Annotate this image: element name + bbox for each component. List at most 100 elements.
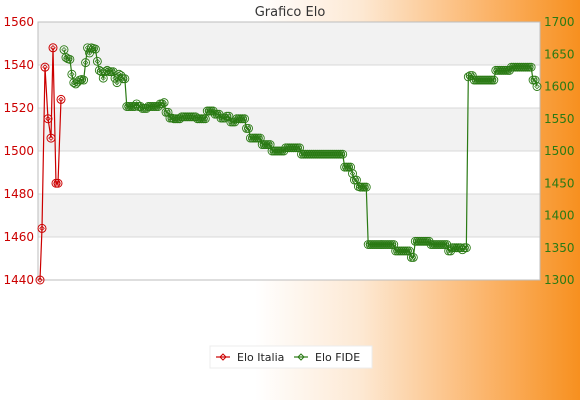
data-point-elo-italia: [35, 275, 45, 285]
data-marker-elo-fide: [206, 108, 212, 114]
data-marker-elo-italia: [37, 277, 43, 283]
data-marker-elo-fide: [434, 241, 440, 248]
data-marker-elo-fide: [477, 77, 483, 83]
data-marker-elo-fide: [485, 77, 491, 83]
data-marker-elo-fide: [504, 67, 511, 74]
data-marker-elo-fide: [224, 113, 230, 119]
data-marker-elo-fide: [340, 151, 346, 157]
data-point-elo-fide: [489, 75, 499, 85]
data-marker-elo-fide: [275, 148, 281, 154]
data-marker-elo-fide: [230, 119, 236, 125]
data-marker-elo-fide: [430, 241, 436, 248]
data-marker-elo-fide: [84, 45, 91, 51]
data-marker-elo-fide: [261, 141, 267, 148]
data-marker-elo-fide: [428, 241, 434, 248]
data-point-elo-fide: [255, 133, 265, 143]
plot-border: [37, 21, 541, 281]
data-marker-elo-fide: [396, 248, 403, 254]
data-marker-elo-fide: [94, 58, 101, 65]
data-marker-elo-fide: [445, 248, 452, 254]
data-point-elo-fide: [351, 175, 361, 185]
legend-label: Elo Italia: [237, 351, 284, 364]
data-marker-elo-fide: [257, 135, 263, 141]
data-marker-elo-fide: [508, 64, 515, 70]
data-point-elo-fide: [67, 69, 77, 79]
data-marker-elo-fide: [453, 245, 460, 251]
data-marker-elo-fide: [288, 145, 295, 151]
data-marker-elo-fide: [241, 116, 248, 122]
y-left-tick-label: 1500: [3, 144, 34, 158]
data-point-elo-fide: [295, 143, 304, 153]
data-marker-elo-fide: [341, 164, 348, 170]
data-marker-elo-fide: [391, 241, 397, 248]
data-marker-elo-fide: [314, 151, 320, 157]
data-marker-elo-fide: [438, 241, 444, 248]
data-point-elo-fide: [244, 123, 253, 133]
data-marker-elo-fide: [279, 148, 285, 154]
data-marker-elo-fide: [129, 103, 136, 110]
data-marker-elo-fide: [243, 125, 250, 132]
data-marker-elo-fide: [175, 116, 181, 122]
y-right-tick-label: 1700: [544, 15, 575, 29]
y-left-tick-label: 1480: [3, 187, 34, 201]
data-point-elo-fide: [102, 65, 112, 75]
data-point-elo-fide: [361, 182, 371, 192]
data-marker-elo-fide: [389, 241, 395, 248]
data-marker-elo-fide: [420, 238, 426, 244]
data-marker-elo-fide: [98, 68, 104, 75]
data-marker-elo-fide: [308, 151, 314, 157]
data-point-elo-fide: [532, 82, 542, 91]
data-marker-elo-fide: [379, 241, 385, 248]
data-marker-elo-fide: [398, 248, 405, 254]
data-marker-elo-fide: [493, 67, 499, 74]
data-point-elo-italia: [37, 223, 47, 233]
data-marker-elo-fide: [343, 164, 350, 170]
data-marker-elo-fide: [449, 245, 456, 251]
data-marker-elo-fide: [294, 145, 301, 151]
data-marker-elo-fide: [285, 145, 291, 151]
data-marker-elo-fide: [502, 67, 509, 74]
data-marker-elo-fide: [367, 241, 373, 248]
data-point-elo-italia: [56, 94, 66, 104]
data-point-elo-italia: [46, 133, 56, 143]
data-marker-elo-fide: [110, 68, 116, 75]
data-marker-elo-fide: [273, 148, 279, 154]
data-marker-elo-fide: [196, 116, 203, 122]
y-left-tick-label: 1440: [3, 273, 34, 287]
data-marker-elo-fide: [392, 248, 399, 254]
data-marker-elo-fide: [126, 103, 132, 110]
data-marker-elo-fide: [202, 116, 209, 122]
legend-marker: [297, 353, 305, 361]
data-marker-elo-fide: [302, 151, 309, 157]
data-point-elo-italia: [40, 62, 50, 72]
data-marker-elo-fide: [347, 164, 354, 170]
data-marker-elo-fide: [498, 67, 505, 74]
data-marker-elo-fide: [436, 241, 442, 248]
data-marker-elo-fide: [320, 151, 326, 157]
data-marker-elo-fide: [375, 241, 381, 248]
data-marker-elo-fide: [149, 103, 156, 110]
data-marker-elo-fide: [100, 75, 106, 81]
data-marker-elo-italia: [42, 64, 48, 70]
data-marker-elo-fide: [283, 145, 289, 151]
data-point-elo-fide: [69, 78, 79, 88]
data-marker-elo-fide: [300, 151, 307, 157]
data-point-elo-fide: [240, 114, 250, 124]
data-marker-elo-fide: [198, 116, 205, 122]
data-marker-elo-fide: [322, 151, 328, 157]
data-marker-elo-fide: [186, 114, 193, 120]
data-marker-elo-fide: [524, 64, 530, 70]
data-marker-elo-fide: [522, 64, 528, 70]
data-marker-elo-fide: [410, 254, 417, 261]
data-marker-elo-fide: [265, 141, 271, 148]
data-point-elo-fide: [338, 149, 348, 159]
data-marker-elo-fide: [495, 67, 501, 74]
data-marker-elo-fide: [263, 141, 269, 148]
data-point-elo-fide: [79, 75, 89, 85]
data-marker-elo-fide: [473, 77, 479, 83]
data-point-elo-fide: [526, 62, 536, 72]
data-point-elo-fide: [530, 75, 540, 85]
data-marker-elo-fide: [365, 241, 371, 248]
data-marker-elo-fide: [181, 114, 187, 120]
